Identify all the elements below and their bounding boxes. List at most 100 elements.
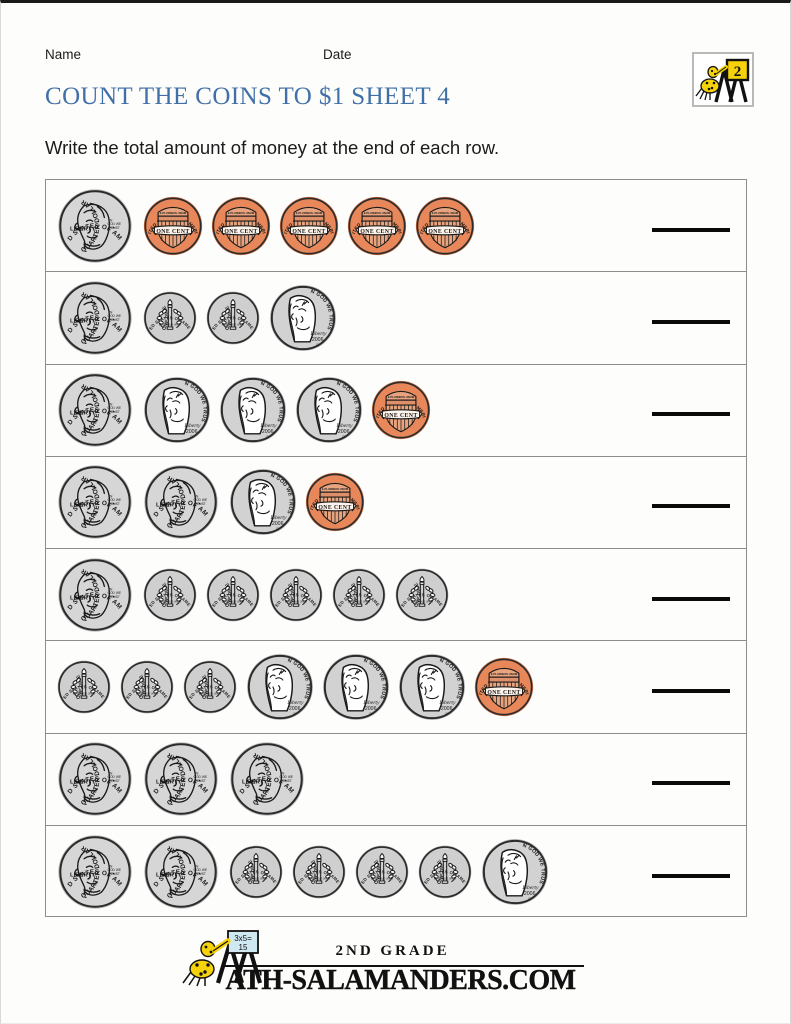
svg-text:Liberty: Liberty xyxy=(362,700,380,706)
page-title: COUNT THE COINS TO $1 SHEET 4 xyxy=(45,83,451,110)
svg-text:LIBERTY: LIBERTY xyxy=(156,780,181,786)
svg-text:TRUST: TRUST xyxy=(109,502,120,506)
svg-text:ONE CENT: ONE CENT xyxy=(487,690,520,696)
svg-text:2006: 2006 xyxy=(186,429,198,435)
svg-text:2006: 2006 xyxy=(365,706,377,712)
grade-logo: 2 xyxy=(692,52,754,107)
svg-text:GOD WE: GOD WE xyxy=(107,406,121,410)
svg-text:ONE DIME: ONE DIME xyxy=(247,858,257,886)
name-date-row: Name Date xyxy=(1,47,790,67)
svg-text:D: D xyxy=(343,435,346,439)
svg-text:E PLURIBUS UNUM: E PLURIBUS UNUM xyxy=(159,600,181,603)
svg-text:TRUST: TRUST xyxy=(109,226,120,230)
coin-group: UNITED STATES OF AMERICA ONE DIME E PLUR… xyxy=(56,652,541,722)
svg-text:Liberty: Liberty xyxy=(335,423,353,429)
svg-text:LIBERTY: LIBERTY xyxy=(70,319,95,325)
answer-blank[interactable] xyxy=(652,319,730,324)
svg-text:TRUST: TRUST xyxy=(281,779,292,783)
coin-quarter: UNITED STATES OF AMERICA QUARTER DOLLAR … xyxy=(56,740,134,818)
svg-text:ONE CENT: ONE CENT xyxy=(224,228,257,234)
coin-nickel: IN GOD WE TRUST Liberty 2006 D xyxy=(218,375,288,445)
svg-text:E PLURIBUS UNUM: E PLURIBUS UNUM xyxy=(136,692,158,695)
svg-text:GOD WE: GOD WE xyxy=(193,775,207,779)
svg-text:ONE DIME: ONE DIME xyxy=(350,580,360,608)
svg-text:E PLURIBUS UNUM: E PLURIBUS UNUM xyxy=(245,877,267,880)
svg-text:2006: 2006 xyxy=(338,429,350,435)
svg-text:LIBERTY: LIBERTY xyxy=(70,780,95,786)
svg-text:Liberty: Liberty xyxy=(183,423,201,429)
coin-dime: UNITED STATES OF AMERICA ONE DIME E PLUR… xyxy=(291,844,347,900)
salamander-easel-icon: 2 xyxy=(695,58,750,103)
svg-text:E PLURIBUS UNUM: E PLURIBUS UNUM xyxy=(432,211,459,215)
salamander-board-icon: 3x5= 15 xyxy=(181,930,262,987)
svg-text:ONE CENT: ONE CENT xyxy=(428,228,461,234)
svg-text:D: D xyxy=(317,343,320,347)
svg-text:IN: IN xyxy=(109,218,113,222)
svg-text:TRUST: TRUST xyxy=(195,779,206,783)
svg-text:E PLURIBUS UNUM: E PLURIBUS UNUM xyxy=(159,323,181,326)
svg-text:ONE DIME: ONE DIME xyxy=(413,580,423,608)
svg-text:ONE DIME: ONE DIME xyxy=(287,580,297,608)
svg-text:E PLURIBUS UNUM: E PLURIBUS UNUM xyxy=(222,323,244,326)
coin-row: UNITED STATES OF AMERICA QUARTER DOLLAR … xyxy=(46,734,746,826)
coin-penny: UNITED STATES OF AMERICA E PLURIBUS UNUM… xyxy=(210,195,272,257)
coin-nickel: IN GOD WE TRUST Liberty 2006 D xyxy=(321,652,391,722)
svg-text:ONE CENT: ONE CENT xyxy=(360,228,393,234)
svg-text:GOD WE: GOD WE xyxy=(107,314,121,318)
coin-dime: UNITED STATES OF AMERICA ONE DIME E PLUR… xyxy=(331,567,387,623)
svg-text:IN: IN xyxy=(281,771,285,775)
svg-text:ONE CENT: ONE CENT xyxy=(384,413,417,419)
coin-dime: UNITED STATES OF AMERICA ONE DIME E PLUR… xyxy=(228,844,284,900)
svg-text:E PLURIBUS UNUM: E PLURIBUS UNUM xyxy=(322,488,349,492)
answer-blank[interactable] xyxy=(652,688,730,693)
answer-blank[interactable] xyxy=(652,781,730,786)
svg-text:Liberty: Liberty xyxy=(309,331,327,337)
svg-text:IN: IN xyxy=(109,771,113,775)
svg-text:Liberty: Liberty xyxy=(286,700,304,706)
svg-text:LIBERTY: LIBERTY xyxy=(70,226,95,232)
coin-group: UNITED STATES OF AMERICA QUARTER DOLLAR … xyxy=(56,463,372,541)
svg-text:TRUST: TRUST xyxy=(109,779,120,783)
answer-blank[interactable] xyxy=(652,227,730,232)
svg-text:ONE DIME: ONE DIME xyxy=(201,673,211,701)
answer-blank[interactable] xyxy=(652,412,730,417)
coin-nickel: IN GOD WE TRUST Liberty 2006 D xyxy=(480,837,550,907)
svg-text:TRUST: TRUST xyxy=(109,410,120,414)
coin-rows-table: UNITED STATES OF AMERICA QUARTER DOLLAR … xyxy=(45,179,747,917)
footer: 3x5= 15 2ND GRADE ATH-SALAMANDERS.COM xyxy=(1,921,790,1001)
svg-text:IN: IN xyxy=(109,310,113,314)
answer-blank[interactable] xyxy=(652,596,730,601)
svg-text:ONE DIME: ONE DIME xyxy=(138,673,148,701)
svg-text:GOD WE: GOD WE xyxy=(193,868,207,872)
footer-divider xyxy=(223,965,584,967)
svg-text:D: D xyxy=(446,712,449,716)
coin-dime: UNITED STATES OF AMERICA ONE DIME E PLUR… xyxy=(354,844,410,900)
svg-text:ONE DIME: ONE DIME xyxy=(161,304,171,332)
svg-text:Liberty: Liberty xyxy=(269,515,287,521)
svg-text:ONE CENT: ONE CENT xyxy=(156,228,189,234)
svg-text:LIBERTY: LIBERTY xyxy=(70,873,95,879)
svg-text:D: D xyxy=(277,527,280,531)
svg-text:E PLURIBUS UNUM: E PLURIBUS UNUM xyxy=(388,395,415,399)
coin-quarter: UNITED STATES OF AMERICA QUARTER DOLLAR … xyxy=(56,187,134,265)
svg-text:IN: IN xyxy=(195,495,199,499)
svg-text:TRUST: TRUST xyxy=(109,318,120,322)
answer-blank[interactable] xyxy=(652,504,730,509)
svg-text:E PLURIBUS UNUM: E PLURIBUS UNUM xyxy=(364,211,391,215)
board-text-bottom: 15 xyxy=(238,943,247,952)
svg-text:ONE DIME: ONE DIME xyxy=(436,858,446,886)
coin-penny: UNITED STATES OF AMERICA E PLURIBUS UNUM… xyxy=(142,195,204,257)
coin-dime: UNITED STATES OF AMERICA ONE DIME E PLUR… xyxy=(417,844,473,900)
svg-text:GOD WE: GOD WE xyxy=(107,499,121,503)
svg-text:E PLURIBUS UNUM: E PLURIBUS UNUM xyxy=(348,600,370,603)
coin-group: UNITED STATES OF AMERICA QUARTER DOLLAR … xyxy=(56,833,556,911)
svg-text:GOD WE: GOD WE xyxy=(107,591,121,595)
answer-blank[interactable] xyxy=(652,873,730,878)
coin-group: UNITED STATES OF AMERICA QUARTER DOLLAR … xyxy=(56,187,482,265)
svg-text:ONE DIME: ONE DIME xyxy=(224,304,234,332)
svg-text:2006: 2006 xyxy=(441,706,453,712)
svg-text:Liberty: Liberty xyxy=(521,885,539,891)
coin-dime: UNITED STATES OF AMERICA ONE DIME E PLUR… xyxy=(142,567,198,623)
svg-text:GOD WE: GOD WE xyxy=(107,222,121,226)
coin-quarter: UNITED STATES OF AMERICA QUARTER DOLLAR … xyxy=(56,463,134,541)
